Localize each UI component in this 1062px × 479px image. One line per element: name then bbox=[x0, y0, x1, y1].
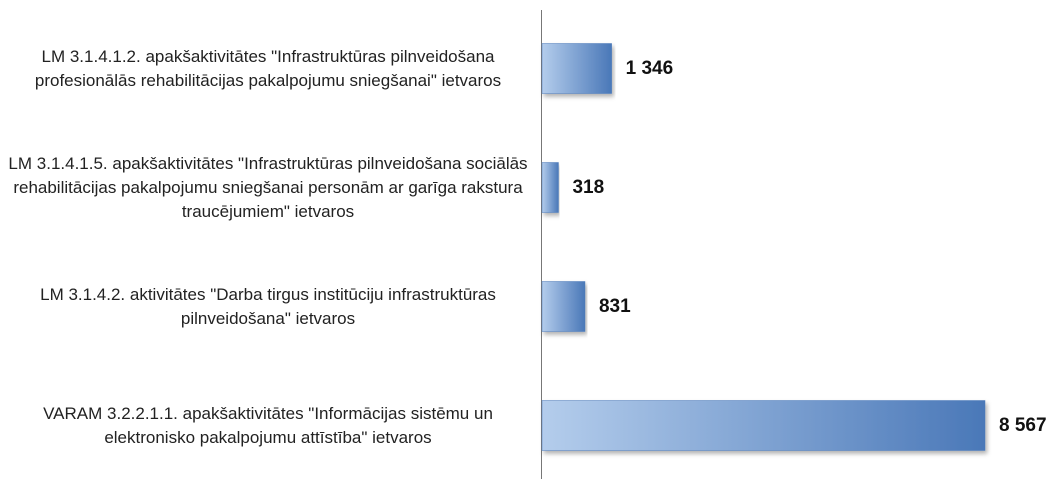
bar bbox=[541, 400, 986, 451]
bar bbox=[541, 281, 586, 332]
category-label: LM 3.1.4.1.2. apakšaktivitātes "Infrastr… bbox=[34, 46, 502, 90]
value-label: 8 567 bbox=[999, 414, 1047, 436]
category-label: LM 3.1.4.1.5. apakšaktivitātes "Infrastr… bbox=[8, 153, 528, 221]
value-label: 1 346 bbox=[625, 57, 674, 79]
bar bbox=[541, 43, 612, 94]
bar bbox=[541, 162, 559, 213]
category-label: VARAM 3.2.2.1.1. apakšaktivitātes "Infor… bbox=[43, 403, 493, 447]
category-label: LM 3.1.4.2. aktivitātes "Darba tirgus in… bbox=[40, 284, 496, 328]
value-label: 831 bbox=[598, 295, 631, 317]
value-label: 318 bbox=[572, 176, 605, 198]
